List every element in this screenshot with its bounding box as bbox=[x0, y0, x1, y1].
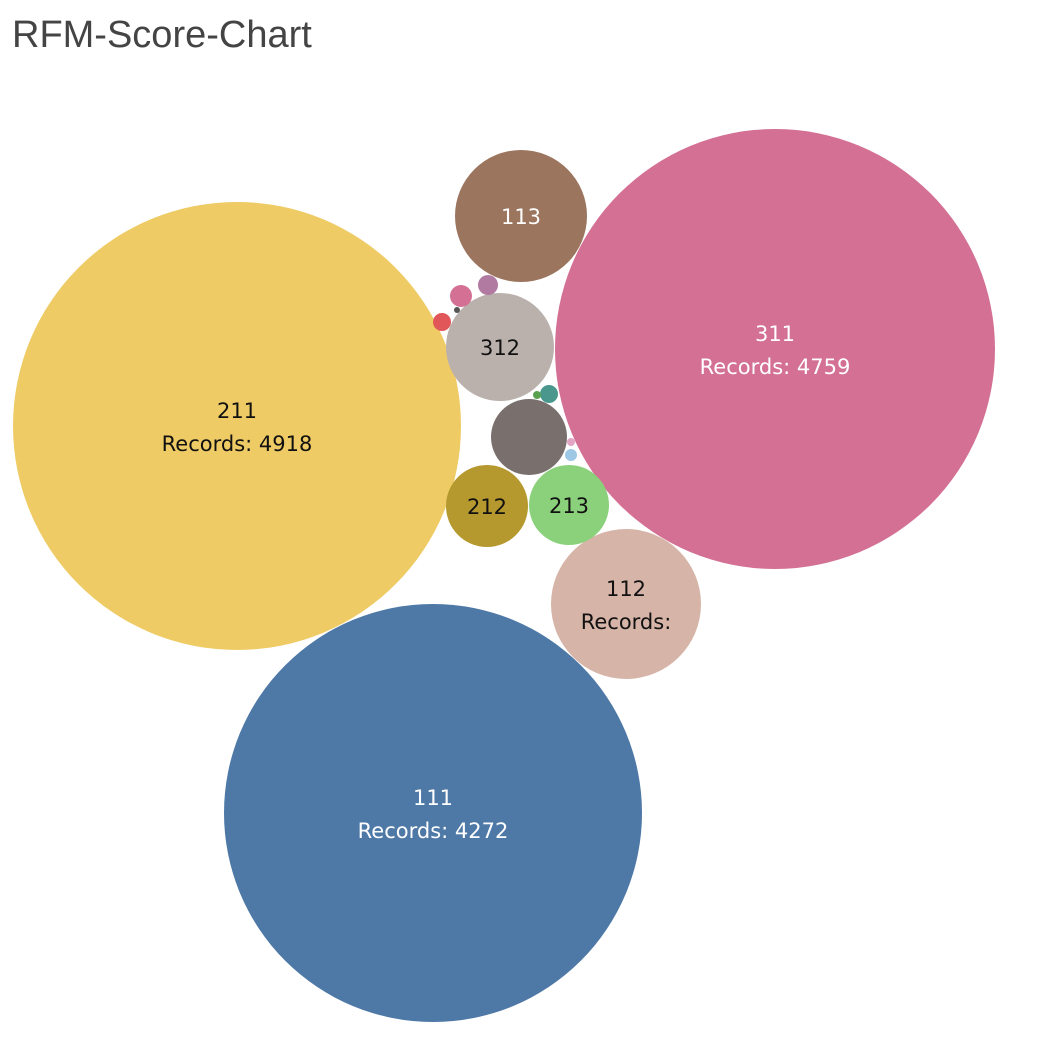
bubble-circle[interactable] bbox=[446, 293, 554, 401]
bubble-circle[interactable] bbox=[454, 307, 460, 313]
bubble-circle[interactable] bbox=[567, 438, 575, 446]
bubble-name-label: 212 bbox=[467, 495, 507, 519]
bubble-circle[interactable] bbox=[433, 313, 451, 331]
bubble-small-13[interactable] bbox=[533, 391, 541, 399]
bubble-circle[interactable] bbox=[13, 202, 461, 650]
bubble-name-label: 211 bbox=[217, 399, 257, 423]
bubble-name-label: 311 bbox=[755, 322, 795, 346]
bubble-circle[interactable] bbox=[551, 529, 701, 679]
bubble-small-14[interactable] bbox=[565, 449, 577, 461]
bubble-circle[interactable] bbox=[224, 604, 642, 1022]
bubble-records-label: Records: 4918 bbox=[162, 432, 313, 456]
bubble-213[interactable]: 213 bbox=[529, 465, 609, 545]
bubble-small-10[interactable] bbox=[478, 275, 498, 295]
bubble-circle[interactable] bbox=[540, 385, 558, 403]
bubble-circle[interactable] bbox=[446, 465, 528, 547]
bubble-circle[interactable] bbox=[533, 391, 541, 399]
bubble-small-11[interactable] bbox=[433, 313, 451, 331]
bubble-name-label: 112 bbox=[606, 577, 646, 601]
bubble-111[interactable]: 111 Records: 4272 bbox=[224, 604, 642, 1022]
bubble-small-15[interactable] bbox=[567, 438, 575, 446]
bubble-circle[interactable] bbox=[455, 150, 587, 282]
bubble-name-label: 213 bbox=[549, 494, 589, 518]
bubble-312[interactable]: 312 bbox=[446, 293, 554, 401]
bubble-113[interactable]: 113 bbox=[455, 150, 587, 282]
bubble-records-label: Records: 4272 bbox=[358, 819, 509, 843]
bubble-small-9[interactable] bbox=[450, 285, 472, 307]
bubble-circle[interactable] bbox=[450, 285, 472, 307]
bubble-211[interactable]: 211 Records: 4918 bbox=[13, 202, 461, 650]
bubble-name-label: 111 bbox=[413, 786, 453, 810]
bubble-212[interactable]: 212 bbox=[446, 465, 528, 547]
bubble-small-12[interactable] bbox=[540, 385, 558, 403]
bubble-small-16[interactable] bbox=[454, 307, 460, 313]
page-title: RFM-Score-Chart bbox=[12, 14, 312, 56]
bubble-circle[interactable] bbox=[478, 275, 498, 295]
bubble-circle[interactable] bbox=[555, 129, 995, 569]
bubble-circle[interactable] bbox=[491, 399, 567, 475]
bubble-circle[interactable] bbox=[529, 465, 609, 545]
bubble-circle[interactable] bbox=[565, 449, 577, 461]
bubble-311[interactable]: 311 Records: 4759 bbox=[555, 129, 995, 569]
bubble-name-label: 113 bbox=[501, 205, 541, 229]
bubble-112[interactable]: 112 Records: bbox=[551, 529, 701, 679]
bubble-records-label: Records: bbox=[581, 610, 672, 634]
bubble-small-8[interactable] bbox=[491, 399, 567, 475]
bubble-records-label: Records: 4759 bbox=[700, 355, 851, 379]
bubble-name-label: 312 bbox=[480, 336, 520, 360]
